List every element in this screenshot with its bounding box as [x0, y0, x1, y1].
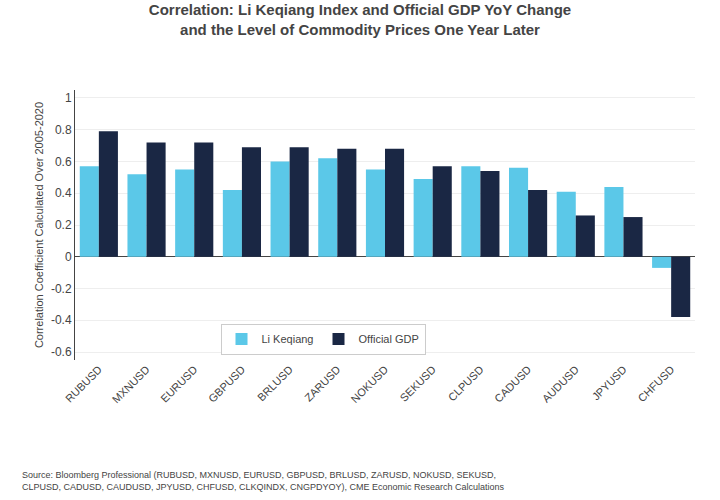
svg-text:NOKUSD: NOKUSD	[349, 363, 391, 405]
svg-text:Correlation: Li Keqiang Index: Correlation: Li Keqiang Index and Offici…	[149, 1, 571, 38]
svg-text:EURUSD: EURUSD	[158, 363, 199, 404]
svg-text:Li Keqiang: Li Keqiang	[262, 333, 314, 345]
svg-text:-0.4: -0.4	[51, 313, 72, 327]
svg-text:BRLUSD: BRLUSD	[255, 363, 295, 403]
svg-text:JPYUSD: JPYUSD	[590, 363, 629, 402]
svg-text:Correlation Coefficient Calcul: Correlation Coefficient Calculated Over …	[33, 102, 45, 348]
svg-text:ZARUSD: ZARUSD	[302, 363, 343, 404]
svg-text:0.8: 0.8	[55, 123, 72, 137]
svg-text:SEKUSD: SEKUSD	[398, 363, 439, 404]
svg-text:CLPUSD: CLPUSD	[446, 363, 486, 403]
svg-text:AUDUSD: AUDUSD	[540, 363, 581, 404]
svg-text:GBPUSD: GBPUSD	[206, 363, 247, 404]
svg-text:-0.2: -0.2	[51, 282, 72, 296]
svg-text:-0.6: -0.6	[51, 345, 72, 359]
svg-text:0.2: 0.2	[55, 218, 72, 232]
svg-text:0: 0	[65, 250, 72, 264]
svg-text:CHFUSD: CHFUSD	[636, 363, 677, 404]
svg-text:RUBUSD: RUBUSD	[63, 363, 104, 404]
svg-text:CADUSD: CADUSD	[492, 363, 533, 404]
svg-text:Official GDP: Official GDP	[359, 333, 419, 345]
svg-text:Source: Bloomberg Professional: Source: Bloomberg Professional (RUBUSD, …	[22, 470, 505, 492]
svg-text:MXNUSD: MXNUSD	[110, 363, 152, 405]
svg-text:0.4: 0.4	[55, 186, 72, 200]
svg-text:0.6: 0.6	[55, 155, 72, 169]
svg-text:1: 1	[65, 91, 72, 105]
